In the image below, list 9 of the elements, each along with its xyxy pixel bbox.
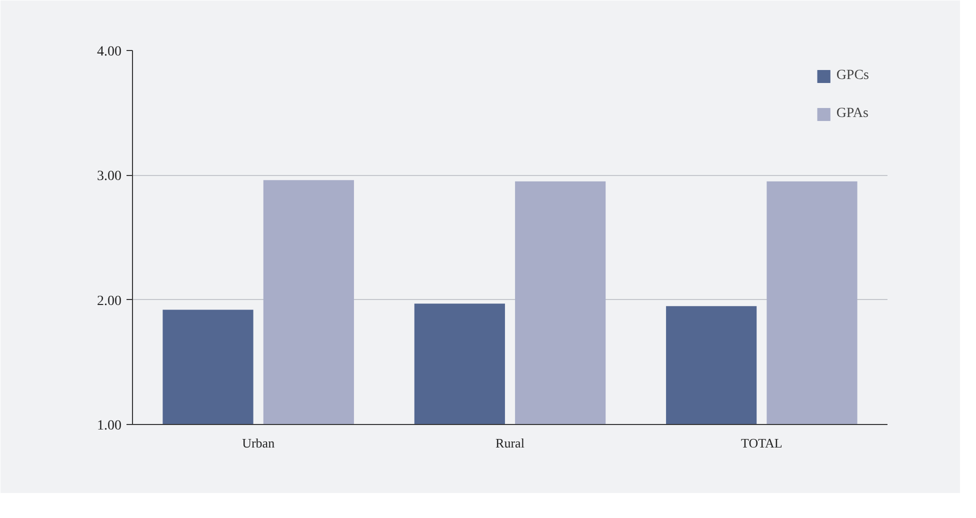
legend-label: GPCs [836,68,869,84]
y-tick-label: 4.00 [97,44,122,60]
y-tick-label: 2.00 [97,294,122,309]
x-tick-label: TOTAL [741,436,782,450]
y-tick-label: 3.00 [97,169,122,184]
x-tick-label: Urban [242,436,276,450]
legend-label: GPAs [836,106,868,122]
y-tick-label: 1.00 [97,418,122,434]
x-tick-label: Rural [496,436,525,450]
